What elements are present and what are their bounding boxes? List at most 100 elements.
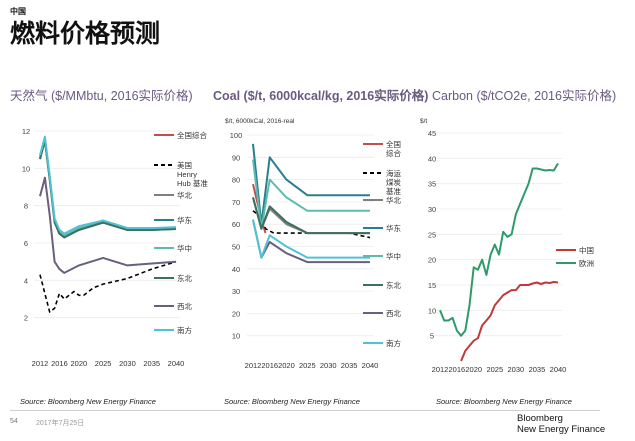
y-tick-label: 80 (232, 176, 240, 185)
legend-label: 华中 (386, 251, 401, 261)
y-tick-label: 20 (232, 309, 240, 318)
legend-label: 华北 (177, 190, 192, 200)
legend-label: 全国综合 (177, 130, 207, 140)
y-tick-label: 15 (428, 281, 436, 290)
page-number: 54 (10, 418, 18, 425)
y-tick-label: 100 (230, 131, 243, 140)
x-tick-label: 2030 (119, 359, 136, 368)
legend-label-continued: Henry (177, 170, 197, 179)
legend-label: 海运 (386, 168, 401, 178)
legend-label-continued: 煤炭 (386, 177, 401, 187)
y-tick-label: 60 (232, 220, 240, 229)
x-tick-label: 2020 (278, 361, 295, 370)
series-line-huazhong (252, 159, 370, 230)
series-line-xibei (252, 219, 370, 264)
legend-label: 华北 (386, 195, 401, 205)
x-tick-label: 2016 (51, 359, 68, 368)
legend-label: 南方 (177, 325, 192, 335)
gas-source-note: Source: Bloomberg New Energy Finance (20, 397, 156, 406)
y-tick-label: 20 (428, 256, 436, 265)
y-tick-label: 45 (428, 129, 436, 138)
legend-label: 华东 (177, 215, 192, 225)
x-tick-label: 2025 (486, 365, 503, 374)
y-tick-label: 8 (24, 202, 28, 211)
series-line-dongbei (252, 197, 370, 235)
y-tick-label: 6 (24, 239, 28, 248)
y-tick-label: 25 (428, 230, 436, 239)
y-tick-label: 2 (24, 314, 28, 323)
footer-divider (10, 410, 600, 411)
x-tick-label: 2040 (362, 361, 379, 370)
x-tick-label: 2035 (529, 365, 546, 374)
coal-source-note: Source: Bloomberg New Energy Finance (224, 397, 360, 406)
series-line-europe_carbon (439, 162, 559, 337)
x-tick-label: 2016 (449, 365, 466, 374)
series-line-nanfang (39, 135, 177, 235)
x-tick-label: 2020 (465, 365, 482, 374)
gas-chart-title: 天然气 ($/MMbtu, 2016实际价格) (10, 89, 193, 103)
series-line-china_carbon (460, 281, 559, 362)
x-tick-label: 2012 (245, 361, 262, 370)
legend-label: 全国 (386, 139, 401, 149)
y-tick-label: 35 (428, 180, 436, 189)
gas-price-chart: 2 4 6 8 10 12 2012 2016 2020 2025 2030 2035 2040 全国综合… (22, 127, 209, 368)
legend-label: 东北 (386, 280, 401, 290)
y-tick-label: 5 (430, 332, 434, 341)
brand-line-1: Bloomberg (517, 413, 563, 424)
x-tick-label: 2040 (550, 365, 567, 374)
x-tick-label: 2025 (299, 361, 316, 370)
y-tick-label: 40 (428, 154, 436, 163)
legend-label: 中国 (579, 245, 594, 255)
x-tick-label: 2035 (341, 361, 358, 370)
y-tick-label: 90 (232, 153, 240, 162)
legend-label-continued: Hub 基准 (177, 178, 208, 188)
y-tick-label: 10 (428, 306, 436, 315)
y-tick-label: 30 (428, 205, 436, 214)
legend-label: 欧洲 (579, 258, 594, 268)
series-line-henry_hub (39, 260, 177, 313)
legend-label: 华东 (386, 223, 401, 233)
series-line-xibei (39, 176, 177, 274)
x-tick-label: 2035 (143, 359, 160, 368)
x-tick-label: 2025 (95, 359, 112, 368)
footer-date: 2017年7月25日 (36, 420, 85, 427)
legend-label: 西北 (177, 302, 192, 311)
x-tick-label: 2030 (508, 365, 525, 374)
legend-label-continued: 综合 (386, 148, 401, 158)
x-tick-label: 2020 (71, 359, 88, 368)
y-tick-label: 10 (22, 164, 30, 173)
y-tick-label: 12 (22, 127, 30, 136)
y-tick-label: 10 (232, 332, 240, 341)
y-tick-label: 50 (232, 243, 240, 252)
legend-label: 西北 (386, 309, 401, 318)
legend-label: 南方 (386, 338, 401, 348)
x-tick-label: 2030 (320, 361, 337, 370)
coal-chart-title: Coal ($/t, 6000kcal/kg, 2016实际价格) (213, 89, 429, 103)
carbon-chart-title: Carbon ($/tCO2e, 2016实际价格) (432, 89, 617, 103)
coal-unit-label: $/t, 6000kCal, 2016-real (225, 118, 295, 125)
x-tick-label: 2040 (168, 359, 185, 368)
brand-logo: Bloomberg New Energy Finance (517, 413, 605, 435)
y-tick-label: 4 (24, 276, 28, 285)
x-tick-label: 2012 (432, 365, 449, 374)
page-title: 燃料价格预测 (10, 19, 161, 48)
y-tick-label: 40 (232, 265, 240, 274)
legend-label: 华中 (177, 243, 192, 253)
legend-label: 美国 (177, 160, 192, 170)
legend-label-continued: 基准 (386, 186, 401, 196)
brand-line-2: New Energy Finance (517, 424, 606, 435)
carbon-source-note: Source: Bloomberg New Energy Finance (436, 397, 572, 406)
x-tick-label: 2016 (261, 361, 278, 370)
section-label: 中国 (10, 7, 26, 16)
legend-label: 东北 (177, 273, 192, 283)
x-tick-label: 2012 (32, 359, 49, 368)
series-line-nanfang (252, 219, 370, 259)
series-line-huadong (252, 143, 370, 226)
carbon-unit-label: $/t (420, 118, 428, 125)
y-tick-label: 30 (232, 287, 240, 296)
series-line-huabei (252, 197, 370, 235)
y-tick-label: 70 (232, 198, 240, 207)
